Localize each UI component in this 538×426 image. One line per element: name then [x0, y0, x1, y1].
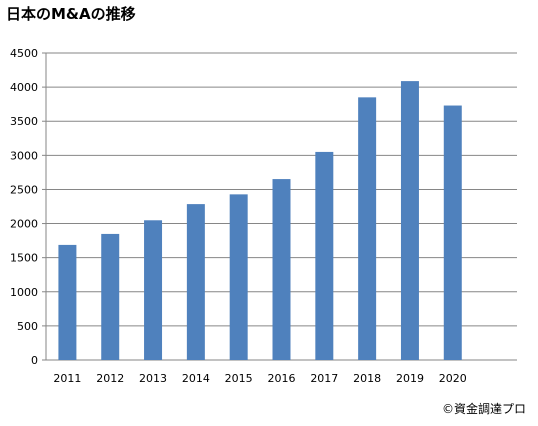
y-tick-label: 1500 [10, 252, 38, 265]
y-tick-label: 3000 [10, 149, 38, 162]
bar-2015 [229, 194, 248, 360]
y-tick-label: 3500 [10, 115, 38, 128]
y-tick-label: 4000 [10, 81, 38, 94]
x-tick-label: 2011 [53, 372, 81, 385]
copyright-credit: ©資金調達プロ [441, 402, 526, 416]
x-tick-label: 2017 [310, 372, 338, 385]
y-tick-label: 4500 [10, 47, 38, 60]
x-tick-label: 2015 [225, 372, 253, 385]
bar-2011 [58, 244, 77, 360]
x-tick-label: 2012 [96, 372, 124, 385]
bar-2012 [101, 233, 120, 360]
axes [42, 52, 517, 361]
x-tick-label: 2014 [182, 372, 210, 385]
y-tick-labels: 0 500 1000 1500 2000 2500 3000 3500 4000 4500 [10, 47, 38, 367]
x-tick-label: 2016 [268, 372, 296, 385]
bar-2014 [186, 204, 205, 360]
x-tick-label: 2019 [396, 372, 424, 385]
y-tick-label: 1000 [10, 286, 38, 299]
x-tick-label: 2020 [439, 372, 467, 385]
bar-2018 [358, 97, 377, 360]
x-tick-label: 2018 [353, 372, 381, 385]
x-tick-label: 2013 [139, 372, 167, 385]
y-tick-label: 2500 [10, 183, 38, 196]
bar-2017 [315, 151, 334, 360]
y-tick-label: 2000 [10, 218, 38, 231]
bar-2019 [400, 81, 419, 361]
chart-title: 日本のM&Aの推移 [6, 5, 136, 23]
y-tick-label: 0 [31, 354, 38, 367]
y-tick-label: 500 [17, 320, 38, 333]
bars [58, 81, 462, 361]
x-tick-labels: 2011 2012 2013 2014 2015 2016 2017 2018 2019 2020 [53, 372, 466, 385]
bar-2016 [272, 179, 291, 360]
bar-2020 [443, 105, 462, 360]
bar-2013 [144, 220, 163, 360]
